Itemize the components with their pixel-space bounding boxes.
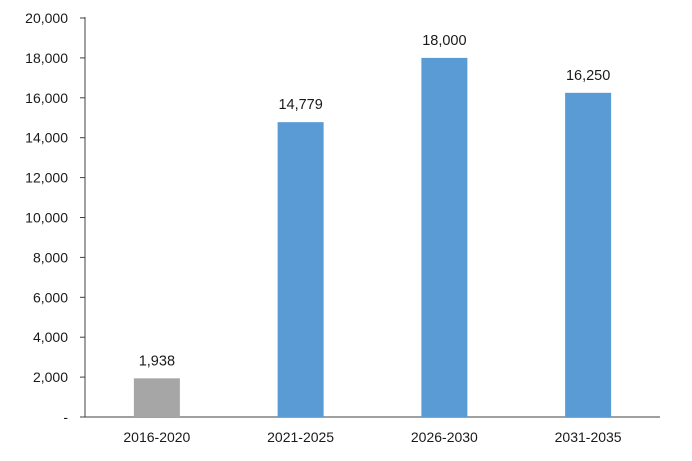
x-axis: 2016-2020 2021-2025 2026-2030 2031-2035 (85, 416, 660, 445)
bars (133, 57, 612, 418)
bar-2026-2030 (421, 57, 468, 418)
y-tick-label: 6,000 (33, 289, 68, 305)
x-tick-label: 2031-2035 (555, 429, 622, 445)
bar-2031-2035 (565, 92, 612, 417)
y-tick-label: 12,000 (25, 170, 68, 186)
y-tick-label: 20,000 (25, 10, 68, 26)
data-label: 18,000 (422, 33, 466, 49)
y-tick-label: 10,000 (25, 210, 68, 226)
y-axis: - 2,000 4,000 6,000 8,000 10,000 12,000 14,000 1… (25, 10, 86, 425)
data-labels: 1,938 14,779 18,000 16,250 (139, 33, 611, 369)
x-tick-label: 2026-2030 (411, 429, 478, 445)
y-tick-label: 2,000 (33, 369, 68, 385)
x-tick-label: 2016-2020 (123, 429, 190, 445)
y-tick-label: 16,000 (25, 90, 68, 106)
y-tick-label: 8,000 (33, 249, 68, 265)
data-label: 1,938 (139, 353, 175, 369)
y-tick-label: 4,000 (33, 329, 68, 345)
bar-2016-2020 (133, 378, 180, 417)
y-tick-label: - (63, 409, 68, 425)
y-tick-label: 18,000 (25, 50, 68, 66)
data-label: 16,250 (566, 68, 610, 84)
y-tick-label: 14,000 (25, 130, 68, 146)
x-tick-label: 2021-2025 (267, 429, 334, 445)
data-label: 14,779 (278, 97, 322, 113)
bar-2021-2025 (277, 122, 324, 418)
